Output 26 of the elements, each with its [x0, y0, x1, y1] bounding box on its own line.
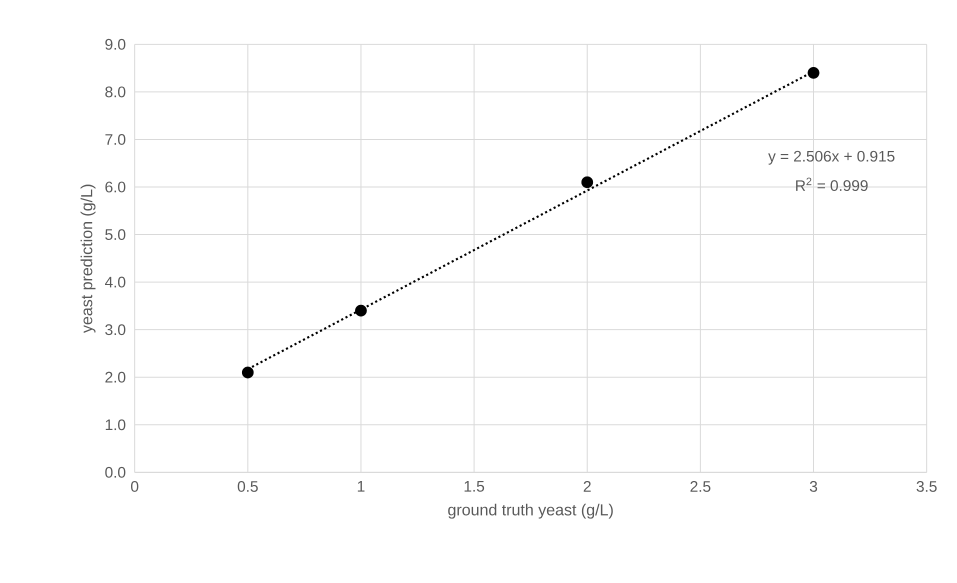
- y-tick-label: 8.0: [105, 86, 126, 98]
- y-tick-label: 3.0: [105, 324, 126, 336]
- y-tick-label: 5.0: [105, 229, 126, 240]
- point: [355, 304, 367, 317]
- point: [581, 176, 594, 188]
- y-tick-label: 4.0: [105, 276, 126, 288]
- x-tick-label: 2.5: [690, 481, 710, 492]
- annotation: R$^{2}$ = 0.999: [796, 178, 868, 192]
- y-axis-title: yeast prediction (g/L): [80, 184, 96, 333]
- y-tick-label: 9.0: [105, 38, 126, 50]
- y-tick-label: 7.0: [105, 134, 126, 145]
- x-tick-label: 0: [131, 481, 138, 492]
- point: [242, 366, 254, 378]
- x-tick-label: 1: [358, 481, 364, 492]
- x-axis-title: ground truth yeast (g/L): [448, 504, 613, 519]
- x-tick-label: 3: [810, 481, 818, 492]
- y-tick-label: 2.0: [105, 372, 126, 383]
- x-tick-label: 2: [584, 481, 591, 492]
- x-tick-label: 1.5: [464, 481, 484, 492]
- y-tick-label: 1.0: [106, 419, 126, 430]
- x-tick-label: 0.5: [238, 481, 258, 492]
- y-tick-label: 0.0: [105, 466, 126, 478]
- y-tick-label: 6.0: [105, 182, 126, 192]
- x-tick-label: 3.5: [916, 481, 937, 492]
- point: [808, 67, 820, 79]
- annotation: y = 2.506x + 0.915: [768, 150, 894, 165]
